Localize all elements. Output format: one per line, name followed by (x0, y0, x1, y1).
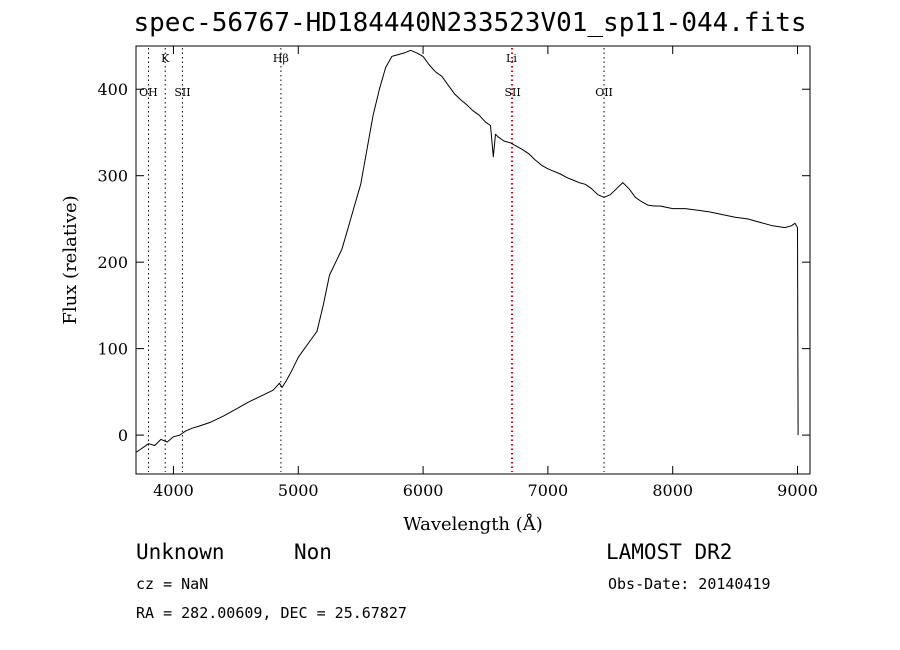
chart-title: spec-56767-HD184440N233523V01_sp11-044.f… (133, 8, 807, 38)
x-axis-ticks: 4000 5000 6000 7000 8000 9000 (153, 46, 818, 500)
y-tick-label-0: 0 (118, 426, 128, 445)
marker-label-0: K (161, 52, 170, 65)
x-tick-label-1: 5000 (278, 481, 319, 500)
marker-label-1: OH (139, 86, 158, 99)
y-axis-label: Flux (relative) (60, 195, 81, 324)
x-tick-label-4: 8000 (652, 481, 693, 500)
marker-label-6: OII (595, 86, 613, 99)
x-tick-label-0: 4000 (153, 481, 194, 500)
survey-label: LAMOST DR2 (606, 540, 733, 564)
obs-date-text: Obs-Date: 20140419 (608, 575, 771, 593)
spectrum-line-0 (135, 49, 799, 453)
marker-label-4: Li (506, 52, 517, 65)
class-label: Unknown (136, 540, 225, 564)
plot-frame (135, 45, 811, 475)
y-tick-label-2: 200 (97, 253, 128, 272)
y-tick-label-3: 300 (97, 167, 128, 186)
line-markers: K OH SII Hβ Li SII OII (139, 48, 613, 472)
marker-label-3: Hβ (273, 52, 289, 65)
x-axis-label: Wavelength (Å) (403, 513, 543, 535)
spectrum-series (135, 49, 799, 453)
x-tick-label-2: 6000 (403, 481, 444, 500)
y-tick-label-4: 400 (97, 80, 128, 99)
x-tick-label-5: 9000 (777, 481, 818, 500)
marker-label-5: SII (504, 86, 520, 99)
coordinates-text: RA = 282.00609, DEC = 25.67827 (136, 604, 407, 622)
redshift-text: cz = NaN (136, 575, 209, 593)
subclass-label: Non (294, 540, 332, 564)
x-tick-label-3: 7000 (528, 481, 569, 500)
marker-label-2: SII (174, 86, 190, 99)
y-tick-label-1: 100 (97, 340, 128, 359)
y-axis-ticks: 0 100 200 300 400 (97, 80, 810, 445)
